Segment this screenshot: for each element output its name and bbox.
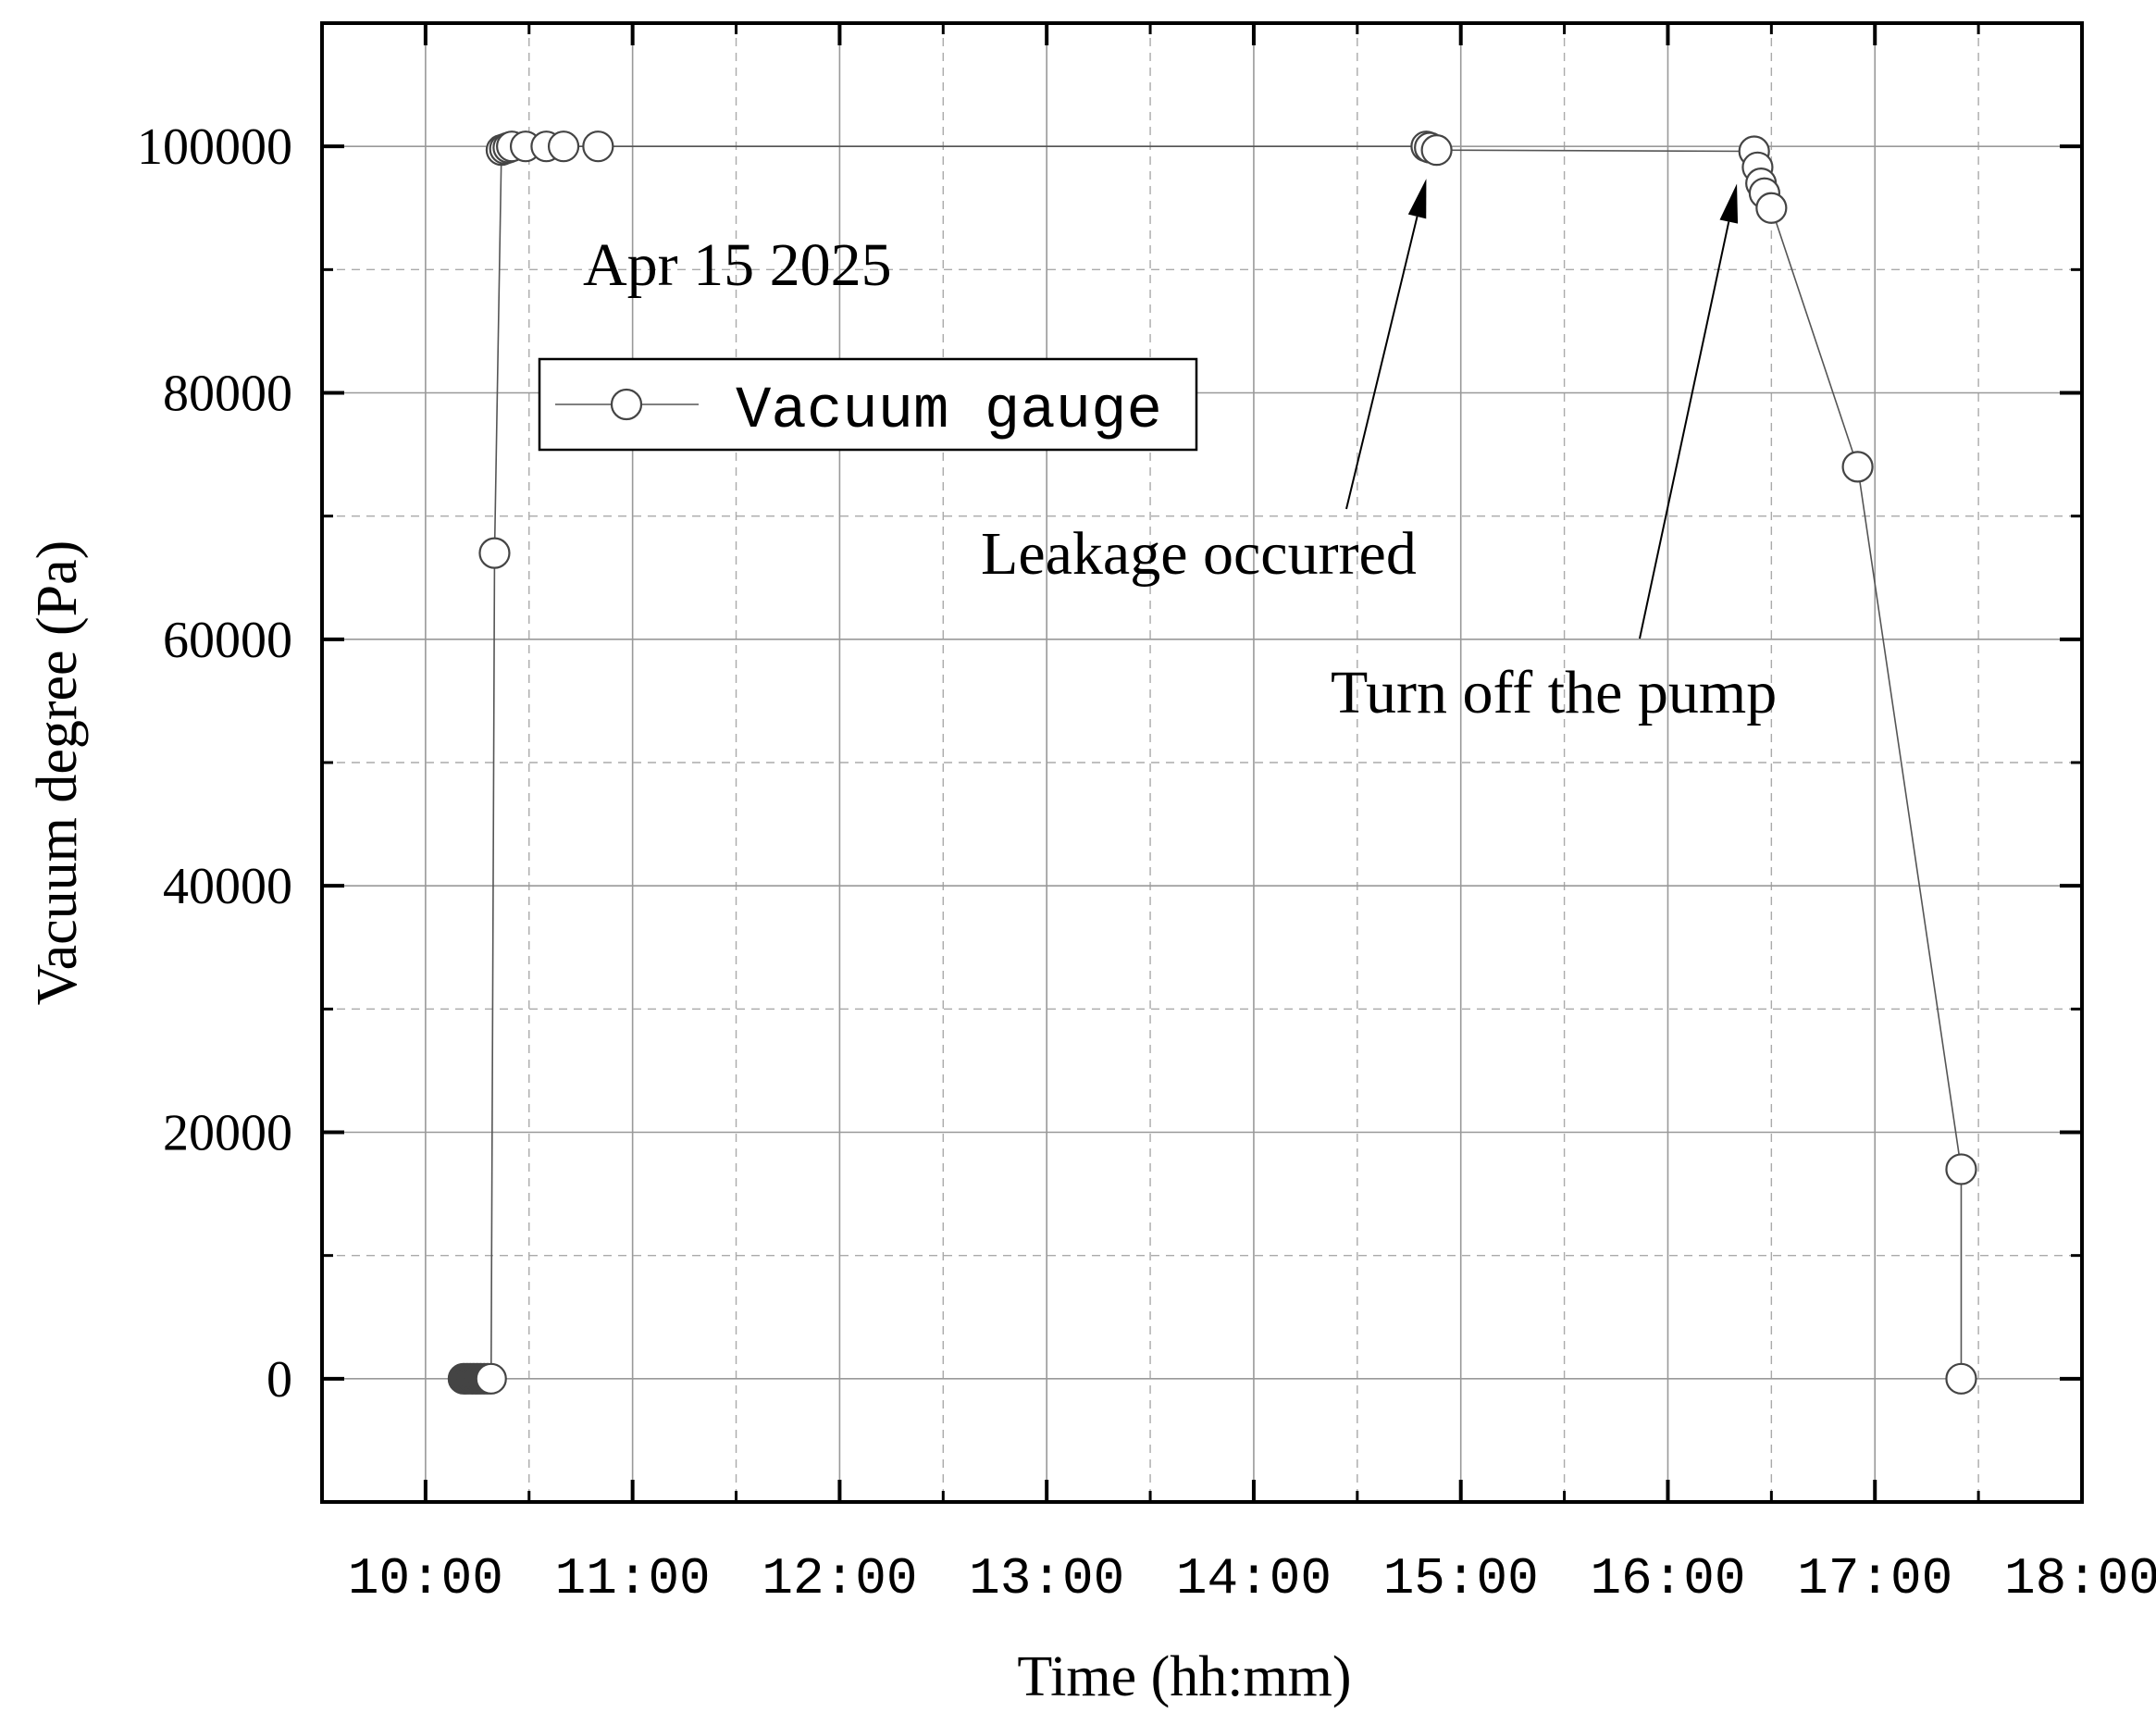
legend: Vacuum gauge (538, 357, 1198, 452)
data-series (447, 130, 1977, 1395)
data-point (1945, 1153, 1977, 1185)
y-axis-label: Vacuum degree (Pa) (26, 540, 89, 1006)
legend-marker (610, 388, 643, 421)
data-point (1420, 134, 1453, 167)
x-tick-label: 17:00 (1797, 1549, 1952, 1608)
x-tick-label: 13:00 (969, 1549, 1124, 1608)
data-point (478, 537, 511, 569)
annotation-arrow-head (1719, 183, 1739, 224)
data-point (475, 1362, 507, 1395)
annotations: Leakage occurred Turn off the pump (981, 179, 1777, 726)
data-point (1945, 1362, 1977, 1395)
x-tick-label: 18:00 (2004, 1549, 2156, 1608)
annotation-text: Turn off the pump (1331, 659, 1777, 726)
annotation-arrow-line (1345, 216, 1419, 510)
x-tick-label: 16:00 (1590, 1549, 1745, 1608)
annotation-text: Leakage occurred (981, 520, 1417, 588)
data-point (1841, 451, 1874, 483)
axes: 0 20000 40000 60000 80000 100000 10:00 11:00 12:… (137, 21, 2156, 1608)
x-axis-label: Time (hh:mm) (1017, 1645, 1351, 1708)
y-tick-label: 0 (266, 1351, 292, 1409)
data-point (1755, 192, 1788, 224)
y-tick-label: 40000 (163, 858, 292, 915)
x-tick-label: 14:00 (1176, 1549, 1332, 1608)
y-tick-label: 100000 (137, 118, 292, 176)
x-tick-label: 15:00 (1383, 1549, 1539, 1608)
annotation-arrow-line (1639, 221, 1730, 639)
y-tick-label: 60000 (163, 612, 292, 669)
y-tick-label: 80000 (163, 366, 292, 423)
data-point (547, 130, 580, 163)
date-annotation: Apr 15 2025 (583, 231, 892, 299)
y-tick-label: 20000 (163, 1105, 292, 1162)
annotation-arrow-head (1407, 179, 1427, 219)
x-tick-label: 11:00 (555, 1549, 711, 1608)
x-tick-label: 10:00 (348, 1549, 503, 1608)
data-point (582, 130, 614, 163)
x-tick-label: 12:00 (762, 1549, 917, 1608)
legend-label: Vacuum gauge (736, 379, 1162, 445)
